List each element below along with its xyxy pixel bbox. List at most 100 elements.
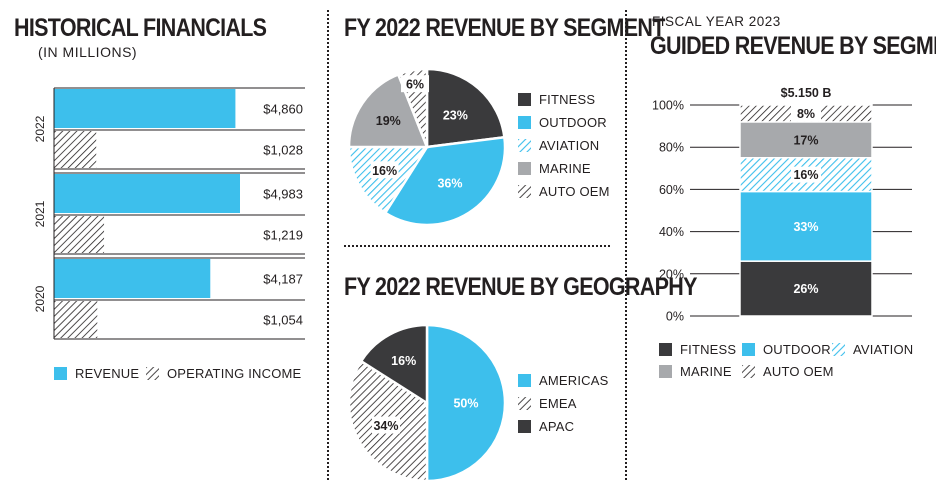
guided-tick-100: 100% [652, 99, 684, 113]
operating-income-label-2021: $1,219 [263, 228, 303, 243]
historical-title: HISTORICAL FINANCIALS [14, 14, 267, 42]
guided-segment-outdoor [739, 190, 873, 262]
aviation-swatch [518, 139, 531, 152]
pie-slice-fitness [425, 67, 506, 149]
pie-label-outdoor: 36% [437, 177, 462, 191]
revenue-label-2020: $4,187 [263, 272, 303, 287]
guided-legend-item-fitness: FITNESS [659, 342, 736, 357]
guided-tick-20: 20% [659, 267, 684, 281]
emea-swatch [518, 397, 531, 410]
pie-slice-outdoor [383, 135, 507, 227]
guided-legend-label-outdoor: OUTDOOR [763, 342, 831, 357]
legend-label-marine: MARINE [539, 161, 591, 176]
revenue-swatch [54, 367, 67, 380]
legend-item-aviation: AVIATION [518, 138, 599, 153]
guided-marine-swatch [659, 365, 672, 378]
revenue-bar-2020 [54, 259, 211, 298]
guided-title: GUIDED REVENUE BY SEGMENT [650, 32, 936, 60]
year-label-2020: 2020 [33, 285, 47, 312]
segment-pie-chart: 23% 36% 16% 19% 6% [347, 67, 507, 227]
guided-label-bg-aviation [791, 166, 821, 183]
operating-income-bar-2022 [54, 131, 97, 168]
legend-item-americas: AMERICAS [518, 373, 609, 388]
pie-label-emea: 34% [373, 419, 398, 433]
operating-income-bar-2020 [54, 301, 98, 338]
geography-title: FY 2022 REVENUE BY GEOGRAPHY [344, 273, 697, 301]
guided-label-marine: 17% [793, 133, 818, 147]
revenue-bar-2022 [54, 89, 236, 128]
guided-tick-80: 80% [659, 141, 684, 155]
guided-tick-0: 0% [666, 310, 684, 324]
pie-label-bg-aviation [370, 161, 399, 179]
marine-swatch [518, 162, 531, 175]
guided-legend-item-outdoor: OUTDOOR [742, 342, 831, 357]
pie-label-auto-oem: 6% [406, 78, 424, 92]
divider-middle [344, 245, 610, 247]
guided-label-outdoor: 33% [793, 220, 818, 234]
guided-supertitle: FISCAL YEAR 2023 [652, 14, 781, 29]
guided-label-auto-oem: 8% [797, 107, 815, 121]
operating-income-bar-2021 [54, 216, 105, 253]
legend-item-operating-income: OPERATING INCOME [146, 366, 301, 381]
pie-label-americas: 50% [453, 397, 478, 411]
guided-outdoor-swatch [742, 343, 755, 356]
guided-label-bg-auto-oem [791, 105, 821, 122]
legend-label-auto-oem: AUTO OEM [539, 184, 610, 199]
americas-swatch [518, 374, 531, 387]
legend-item-fitness: FITNESS [518, 92, 595, 107]
fitness-swatch [518, 93, 531, 106]
legend-item-emea: EMEA [518, 396, 577, 411]
outdoor-swatch [518, 116, 531, 129]
legend-item-outdoor: OUTDOOR [518, 115, 607, 130]
year-label-2021: 2021 [33, 200, 47, 227]
guided-legend-label-auto-oem: AUTO OEM [763, 364, 834, 379]
geography-pie-chart: 50% 34% 16% [347, 323, 507, 483]
divider-right [625, 10, 627, 480]
operating-income-swatch [146, 367, 159, 380]
pie-label-marine: 19% [376, 114, 401, 128]
legend-item-apac: APAC [518, 419, 574, 434]
historical-bar-chart: $4,860 $1,028 2022 $4,983 $1,219 2021 $4,187 $1… [33, 87, 305, 340]
guided-legend-item-marine: MARINE [659, 364, 732, 379]
legend-label-outdoor: OUTDOOR [539, 115, 607, 130]
pie-label-bg-auto-oem [401, 75, 430, 93]
legend-label-revenue: REVENUE [75, 366, 140, 381]
segment-title: FY 2022 REVENUE BY SEGMENT [344, 14, 665, 42]
operating-income-label-2020: $1,054 [263, 313, 303, 328]
guided-label-aviation: 16% [793, 168, 818, 182]
guided-legend-item-aviation: AVIATION [832, 342, 913, 357]
revenue-label-2022: $4,860 [263, 102, 303, 117]
guided-label-fitness: 26% [793, 282, 818, 296]
legend-label-emea: EMEA [539, 396, 577, 411]
guided-total-label: $5.150 B [781, 86, 832, 100]
pie-slice-aviation [347, 145, 430, 215]
legend-label-apac: APAC [539, 419, 575, 434]
legend-label-americas: AMERICAS [539, 373, 609, 388]
revenue-label-2021: $4,983 [263, 187, 303, 202]
guided-stacked-bar-chart: 0% 20% 40% 60% 80% 100% 26% 33% 16% 17% 8% $5.150 B [652, 86, 912, 324]
legend-label-aviation: AVIATION [539, 138, 600, 153]
pie-slice-marine [347, 72, 429, 149]
operating-income-label-2022: $1,028 [263, 143, 303, 158]
legend-label-fitness: FITNESS [539, 92, 596, 107]
guided-segment-fitness [739, 260, 873, 317]
guided-auto-oem-swatch [742, 365, 755, 378]
guided-legend-label-marine: MARINE [680, 364, 732, 379]
legend-label-operating-income: OPERATING INCOME [167, 366, 302, 381]
historical-subtitle: (IN MILLIONS) [38, 44, 138, 60]
pie-slice-apac [359, 323, 429, 406]
pie-label-fitness: 23% [443, 108, 468, 122]
guided-tick-40: 40% [659, 225, 684, 239]
pie-label-aviation: 16% [372, 164, 397, 178]
guided-tick-60: 60% [659, 183, 684, 197]
guided-legend-item-auto-oem: AUTO OEM [742, 364, 834, 379]
guided-legend-label-aviation: AVIATION [853, 342, 914, 357]
auto-oem-swatch [518, 185, 531, 198]
divider-left [327, 10, 329, 480]
legend-item-auto-oem: AUTO OEM [518, 184, 610, 199]
guided-fitness-swatch [659, 343, 672, 356]
pie-slice-americas [425, 323, 507, 483]
year-label-2022: 2022 [33, 115, 47, 142]
pie-label-bg-emea [371, 416, 400, 434]
pie-label-apac: 16% [391, 354, 416, 368]
